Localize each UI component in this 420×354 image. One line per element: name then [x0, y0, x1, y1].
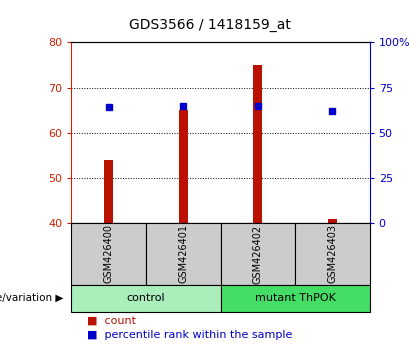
Text: GSM426403: GSM426403 — [327, 224, 337, 284]
Bar — [220, 285, 370, 312]
Bar — [220, 223, 295, 285]
Bar — [146, 223, 220, 285]
Bar — [71, 285, 220, 312]
Text: GDS3566 / 1418159_at: GDS3566 / 1418159_at — [129, 18, 291, 32]
Text: GSM426402: GSM426402 — [253, 224, 263, 284]
Text: genotype/variation ▶: genotype/variation ▶ — [0, 293, 63, 303]
Text: control: control — [127, 293, 165, 303]
Text: GSM426401: GSM426401 — [178, 224, 188, 284]
Text: mutant ThPOK: mutant ThPOK — [255, 293, 336, 303]
Bar — [328, 218, 337, 223]
Bar — [295, 223, 370, 285]
Bar — [253, 65, 262, 223]
Bar — [71, 223, 146, 285]
Text: GSM426400: GSM426400 — [104, 224, 114, 284]
Bar — [104, 160, 113, 223]
Text: ■  percentile rank within the sample: ■ percentile rank within the sample — [80, 330, 292, 341]
Bar — [179, 110, 188, 223]
Text: ■  count: ■ count — [80, 315, 136, 325]
